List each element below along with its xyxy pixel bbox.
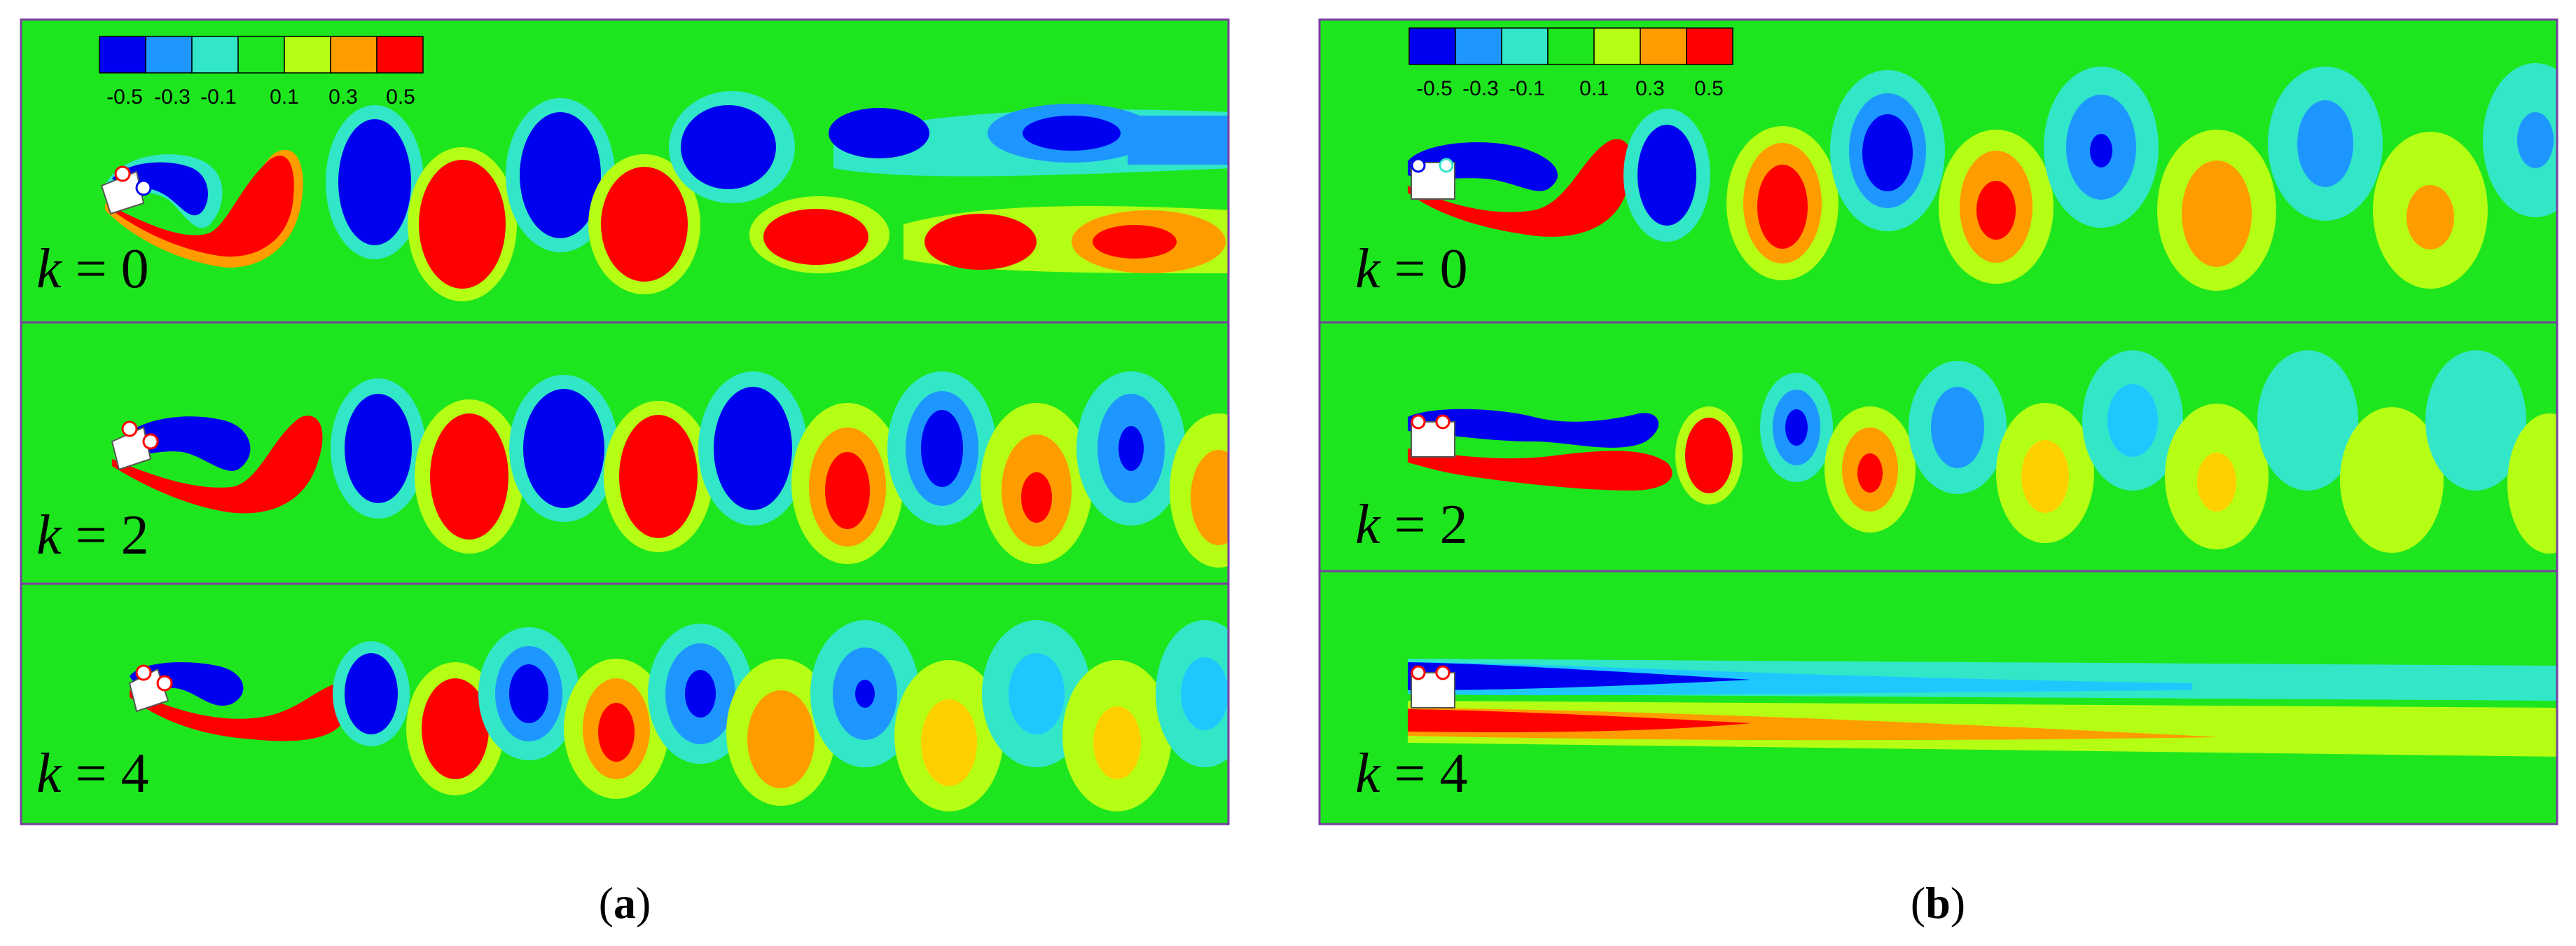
panel-a-k4-label: k = 4 [36,743,149,804]
colorbar-a-tick: 0.5 [386,85,415,109]
caption-a: (a) [599,878,651,928]
colorbar-b-tick: 0.5 [1694,77,1724,100]
colorbar-a-tick: -0.5 [106,85,143,109]
caption-b: (b) [1911,878,1965,928]
panel-b-k2-label: k = 2 [1355,494,1468,556]
figure-a: -0.5 -0.3 -0.1 0.1 0.3 0.5 k = 0 k = 2 k… [20,18,1230,928]
panel-b-k4-vortices [1408,659,2557,757]
panel-a-k0-vortices [105,91,1228,301]
colorbar-a-tick: 0.1 [270,85,299,109]
colorbar-a-tick: 0.3 [328,85,358,109]
colorbar-b-tick: 0.3 [1635,77,1665,100]
colorbar-b-tick: -0.1 [1509,77,1545,100]
panel-b-k4-label: k = 4 [1355,743,1468,804]
panel-a-k0-label: k = 0 [36,238,149,300]
colorbar-a-tick: -0.1 [200,85,237,109]
figure-b: -0.5 -0.3 -0.1 0.1 0.3 0.5 k = 0 k = 2 k… [1318,18,2558,928]
colorbar-b-tick: -0.3 [1462,77,1499,100]
bluff-body-b [1411,158,1455,708]
colorbar-b-tick: 0.1 [1579,77,1609,100]
colorbar-b-tick: -0.5 [1416,77,1453,100]
panel-b-k0-vortices [1408,63,2557,291]
panel-b-k0-label: k = 0 [1355,238,1468,300]
panel-b-k2-vortices [1408,350,2557,554]
panel-a-k2-label: k = 2 [36,505,149,566]
panel-a-k4-vortices [130,620,1228,811]
colorbar-a-tick: -0.3 [154,85,191,109]
panel-a-k2-vortices [112,371,1228,568]
panel-b-k4-frame [1318,570,2558,825]
colorbar-b: -0.5 -0.3 -0.1 0.1 0.3 0.5 [1408,27,1733,100]
bluff-body-a [100,165,173,713]
panel-a-k4-frame [20,582,1230,825]
colorbar-a: -0.5 -0.3 -0.1 0.1 0.3 0.5 [99,36,424,109]
